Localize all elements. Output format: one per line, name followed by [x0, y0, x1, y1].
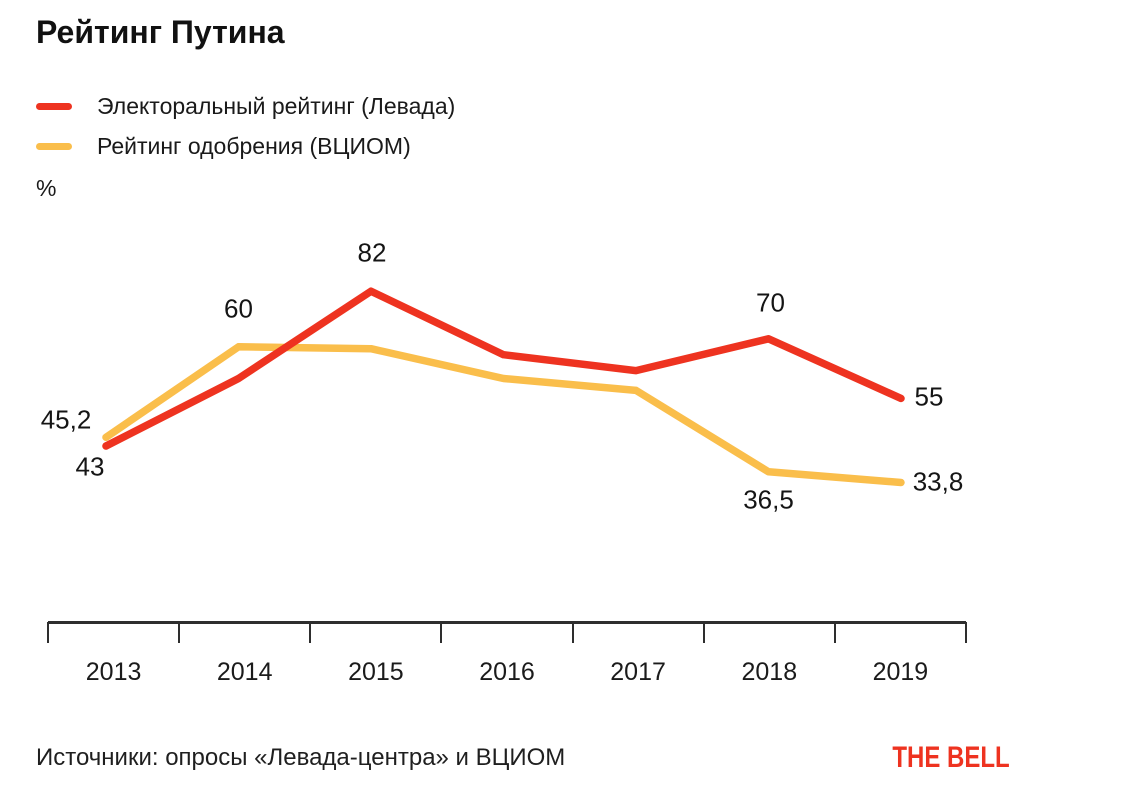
series-line-levada [102, 287, 905, 450]
x-axis-tick-label: 2013 [85, 658, 142, 686]
legend-swatch-red-icon [36, 102, 72, 110]
y-axis-unit-label: % [36, 175, 57, 201]
legend-label-vciom: Рейтинг одобрения (ВЦИОМ) [97, 132, 411, 159]
x-axis-tick [833, 622, 836, 643]
legend-label-levada: Электоральный рейтинг (Левада) [97, 92, 456, 119]
x-axis-line [48, 621, 966, 624]
x-axis-tick-label: 2015 [348, 658, 404, 686]
x-axis-tick [178, 622, 181, 643]
x-axis-tick [571, 622, 574, 643]
x-axis-tick-label: 2017 [610, 658, 666, 686]
data-point-label: 36,5 [743, 484, 794, 515]
series-line-vciom [102, 343, 905, 487]
data-point-label: 43 [75, 451, 105, 482]
x-axis-tick-label: 2016 [479, 658, 535, 686]
data-point-label: 60 [224, 293, 253, 323]
x-axis-tick-label: 2018 [741, 658, 798, 686]
data-point-label: 70 [756, 287, 785, 318]
x-axis-tick [965, 622, 967, 643]
x-axis-tick [440, 622, 443, 643]
data-point-label: 82 [357, 237, 387, 268]
data-point-label: 55 [914, 381, 944, 412]
legend: Электоральный рейтинг (Левада) Рейтинг о… [36, 86, 455, 166]
legend-item-levada: Электоральный рейтинг (Левада) [36, 86, 455, 126]
x-axis-tick-label: 2014 [216, 658, 273, 686]
x-axis-tick-label: 2019 [872, 658, 929, 686]
x-axis-tick [702, 622, 705, 643]
source-note: Источники: опросы «Левада-центра» и ВЦИО… [36, 744, 566, 771]
legend-item-vciom: Рейтинг одобрения (ВЦИОМ) [36, 126, 455, 166]
x-axis-tick [309, 622, 312, 643]
data-point-label: 45,2 [40, 404, 92, 435]
brand-logo: THE BELL [892, 741, 1010, 774]
data-point-label: 33,8 [912, 466, 964, 497]
x-axis-tick [47, 622, 49, 643]
chart-title: Рейтинг Путина [36, 14, 285, 50]
legend-swatch-yellow-icon [36, 142, 72, 150]
